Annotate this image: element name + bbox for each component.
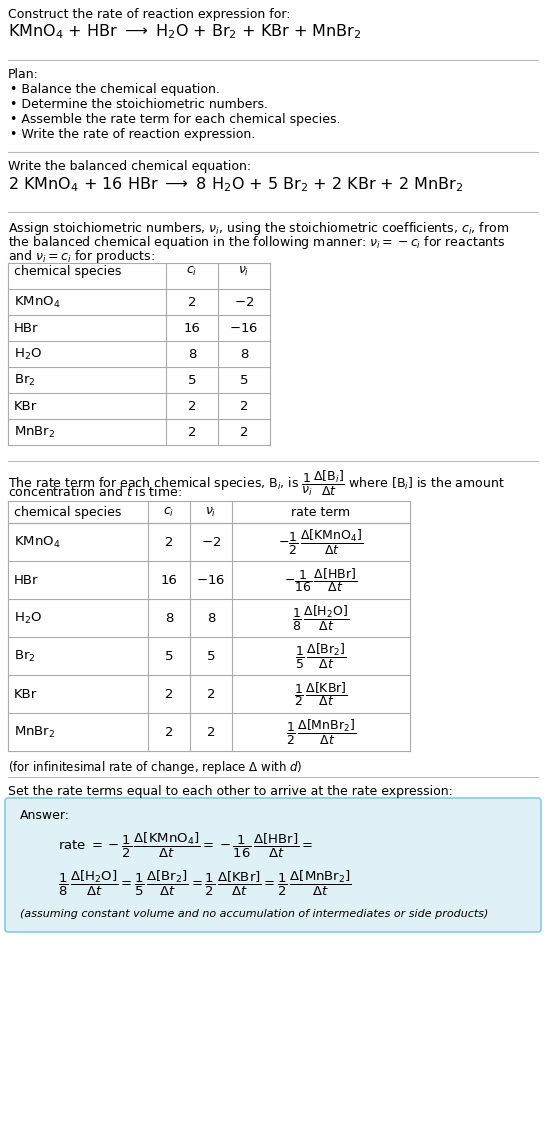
Text: and $\nu_i = c_i$ for products:: and $\nu_i = c_i$ for products: bbox=[8, 248, 155, 265]
Text: 5: 5 bbox=[165, 650, 173, 662]
Text: concentration and $t$ is time:: concentration and $t$ is time: bbox=[8, 485, 182, 498]
Text: $-16$: $-16$ bbox=[229, 322, 258, 335]
Text: 2: 2 bbox=[207, 687, 215, 701]
Text: Answer:: Answer: bbox=[20, 809, 70, 822]
Text: $c_i$: $c_i$ bbox=[186, 264, 198, 278]
Text: $c_i$: $c_i$ bbox=[163, 505, 175, 519]
Text: 2: 2 bbox=[165, 726, 173, 739]
Text: (assuming constant volume and no accumulation of intermediates or side products): (assuming constant volume and no accumul… bbox=[20, 909, 488, 920]
Text: 5: 5 bbox=[207, 650, 215, 662]
Text: KMnO$_4$: KMnO$_4$ bbox=[14, 295, 61, 310]
Text: MnBr$_2$: MnBr$_2$ bbox=[14, 725, 55, 740]
Text: $\dfrac{1}{2}\,\dfrac{\Delta[\mathrm{KBr}]}{\Delta t}$: $\dfrac{1}{2}\,\dfrac{\Delta[\mathrm{KBr… bbox=[294, 681, 348, 708]
Text: $\dfrac{1}{8}\,\dfrac{\Delta[\mathrm{H_2O}]}{\Delta t}$: $\dfrac{1}{8}\,\dfrac{\Delta[\mathrm{H_2… bbox=[293, 603, 349, 633]
Text: Br$_2$: Br$_2$ bbox=[14, 372, 35, 388]
Text: $-\dfrac{1}{16}\,\dfrac{\Delta[\mathrm{HBr}]}{\Delta t}$: $-\dfrac{1}{16}\,\dfrac{\Delta[\mathrm{H… bbox=[284, 566, 358, 594]
Text: KBr: KBr bbox=[14, 399, 37, 412]
Text: $-2$: $-2$ bbox=[234, 296, 254, 308]
Bar bbox=[8, 501, 410, 751]
Text: 2: 2 bbox=[165, 536, 173, 549]
Text: 2: 2 bbox=[207, 726, 215, 739]
Text: KBr: KBr bbox=[14, 687, 37, 701]
Text: $-\dfrac{1}{2}\,\dfrac{\Delta[\mathrm{KMnO_4}]}{\Delta t}$: $-\dfrac{1}{2}\,\dfrac{\Delta[\mathrm{KM… bbox=[278, 528, 364, 556]
Text: 8: 8 bbox=[240, 347, 248, 361]
Text: rate term: rate term bbox=[292, 505, 351, 519]
Text: 8: 8 bbox=[165, 611, 173, 625]
Text: 16: 16 bbox=[183, 322, 200, 335]
Text: $\nu_i$: $\nu_i$ bbox=[205, 505, 217, 519]
Text: KMnO$_4$: KMnO$_4$ bbox=[14, 535, 61, 550]
Text: $-16$: $-16$ bbox=[197, 574, 225, 586]
Bar bbox=[8, 263, 270, 445]
Text: $\nu_i$: $\nu_i$ bbox=[238, 264, 250, 278]
Text: Write the balanced chemical equation:: Write the balanced chemical equation: bbox=[8, 160, 251, 173]
Text: 2: 2 bbox=[188, 296, 196, 308]
Text: H$_2$O: H$_2$O bbox=[14, 346, 42, 362]
Text: • Balance the chemical equation.: • Balance the chemical equation. bbox=[10, 83, 220, 96]
Text: Set the rate terms equal to each other to arrive at the rate expression:: Set the rate terms equal to each other t… bbox=[8, 785, 453, 798]
Text: 2: 2 bbox=[165, 687, 173, 701]
Text: 2: 2 bbox=[188, 399, 196, 412]
Text: 16: 16 bbox=[161, 574, 177, 586]
Text: HBr: HBr bbox=[14, 574, 39, 586]
Text: (for infinitesimal rate of change, replace $\Delta$ with $d$): (for infinitesimal rate of change, repla… bbox=[8, 759, 302, 776]
Text: • Determine the stoichiometric numbers.: • Determine the stoichiometric numbers. bbox=[10, 98, 268, 112]
Text: 5: 5 bbox=[240, 373, 248, 387]
Text: H$_2$O: H$_2$O bbox=[14, 610, 42, 626]
Text: • Write the rate of reaction expression.: • Write the rate of reaction expression. bbox=[10, 127, 255, 141]
Text: $\dfrac{1}{5}\,\dfrac{\Delta[\mathrm{Br_2}]}{\Delta t}$: $\dfrac{1}{5}\,\dfrac{\Delta[\mathrm{Br_… bbox=[295, 642, 347, 670]
Text: MnBr$_2$: MnBr$_2$ bbox=[14, 424, 55, 439]
Text: $-2$: $-2$ bbox=[201, 536, 221, 549]
Text: chemical species: chemical species bbox=[14, 264, 121, 278]
Text: The rate term for each chemical species, B$_i$, is $\dfrac{1}{\nu_i}\dfrac{\Delt: The rate term for each chemical species,… bbox=[8, 469, 505, 498]
Text: chemical species: chemical species bbox=[14, 505, 121, 519]
Text: the balanced chemical equation in the following manner: $\nu_i = -c_i$ for react: the balanced chemical equation in the fo… bbox=[8, 234, 506, 251]
Text: 2: 2 bbox=[188, 426, 196, 438]
Text: • Assemble the rate term for each chemical species.: • Assemble the rate term for each chemic… bbox=[10, 113, 341, 126]
Text: $\dfrac{1}{8}\,\dfrac{\Delta[\mathrm{H_2O}]}{\Delta t} = \dfrac{1}{5}\,\dfrac{\D: $\dfrac{1}{8}\,\dfrac{\Delta[\mathrm{H_2… bbox=[58, 869, 352, 898]
Text: 2: 2 bbox=[240, 399, 248, 412]
Text: Construct the rate of reaction expression for:: Construct the rate of reaction expressio… bbox=[8, 8, 290, 20]
Text: HBr: HBr bbox=[14, 322, 39, 335]
Text: $\dfrac{1}{2}\,\dfrac{\Delta[\mathrm{MnBr_2}]}{\Delta t}$: $\dfrac{1}{2}\,\dfrac{\Delta[\mathrm{MnB… bbox=[286, 717, 356, 747]
Text: 2: 2 bbox=[240, 426, 248, 438]
Text: Assign stoichiometric numbers, $\nu_i$, using the stoichiometric coefficients, $: Assign stoichiometric numbers, $\nu_i$, … bbox=[8, 220, 509, 237]
FancyBboxPatch shape bbox=[5, 798, 541, 932]
Text: 5: 5 bbox=[188, 373, 196, 387]
Text: Plan:: Plan: bbox=[8, 68, 39, 81]
Text: rate $= -\dfrac{1}{2}\,\dfrac{\Delta[\mathrm{KMnO_4}]}{\Delta t} = -\dfrac{1}{16: rate $= -\dfrac{1}{2}\,\dfrac{\Delta[\ma… bbox=[58, 831, 313, 860]
Text: 2 KMnO$_4$ + 16 HBr $\longrightarrow$ 8 H$_2$O + 5 Br$_2$ + 2 KBr + 2 MnBr$_2$: 2 KMnO$_4$ + 16 HBr $\longrightarrow$ 8 … bbox=[8, 175, 463, 193]
Text: Br$_2$: Br$_2$ bbox=[14, 649, 35, 663]
Text: 8: 8 bbox=[188, 347, 196, 361]
Text: 8: 8 bbox=[207, 611, 215, 625]
Text: KMnO$_4$ + HBr $\longrightarrow$ H$_2$O + Br$_2$ + KBr + MnBr$_2$: KMnO$_4$ + HBr $\longrightarrow$ H$_2$O … bbox=[8, 22, 361, 41]
